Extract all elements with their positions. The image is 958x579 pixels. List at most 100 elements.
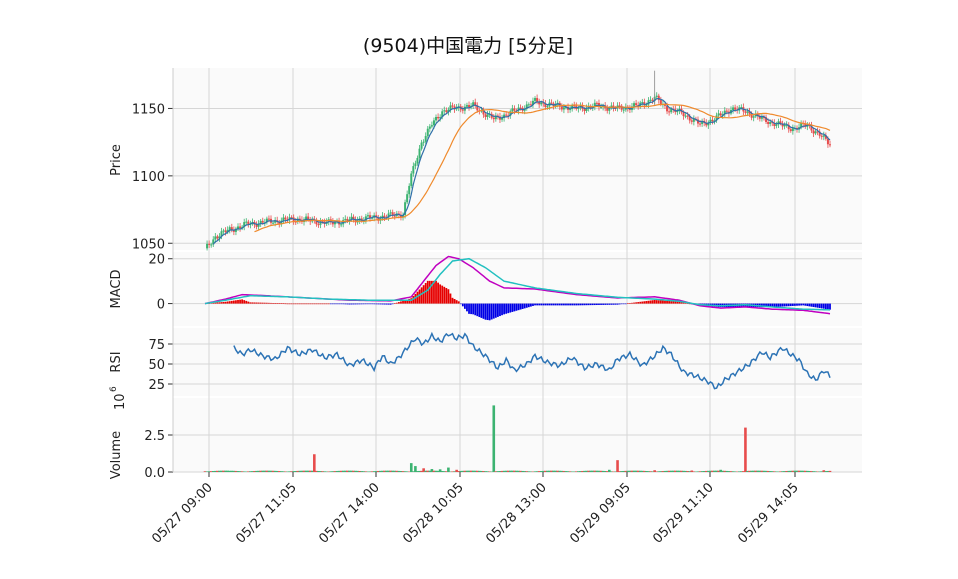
macd-hist-negative <box>495 304 497 318</box>
macd-hist-positive <box>439 284 441 303</box>
candle-up <box>214 236 216 239</box>
macd-hist-negative <box>371 304 373 305</box>
macd-hist-positive <box>324 304 326 305</box>
macd-hist-positive <box>270 303 272 304</box>
macd-hist-positive <box>639 302 641 304</box>
macd-hist-negative <box>355 304 357 305</box>
macd-hist-positive <box>229 301 231 303</box>
macd-hist-positive <box>402 301 404 304</box>
macd-hist-positive <box>658 300 660 303</box>
macd-hist-positive <box>295 304 297 305</box>
candle-up <box>569 109 571 110</box>
price-tick-label: 1150 <box>132 102 165 117</box>
macd-hist-positive <box>293 304 295 305</box>
macd-hist-positive <box>262 303 264 304</box>
candle-down <box>726 111 728 112</box>
macd-hist-positive <box>235 300 237 303</box>
candle-up <box>425 136 427 142</box>
macd-hist-positive <box>322 304 324 305</box>
candle-down <box>744 111 746 112</box>
macd-hist-negative <box>780 304 782 307</box>
volume-axis-label: Volume <box>109 431 124 479</box>
macd-hist-positive <box>219 302 221 303</box>
macd-hist-positive <box>398 302 400 304</box>
volume-bar-up <box>492 405 495 472</box>
macd-hist-positive <box>252 302 254 303</box>
chart-title: (9504)中国電力 [5分足] <box>363 35 573 57</box>
macd-tick-label: 0 <box>157 298 165 313</box>
macd-hist-negative <box>600 304 602 305</box>
macd-hist-negative <box>778 304 780 307</box>
macd-hist-positive <box>318 304 320 305</box>
candle-up <box>563 107 565 109</box>
macd-hist-negative <box>464 304 466 309</box>
candle-down <box>216 236 218 238</box>
macd-hist-negative <box>829 304 831 310</box>
candle-up <box>421 143 423 149</box>
macd-hist-positive <box>447 289 449 303</box>
macd-hist-negative <box>485 304 487 320</box>
candle-down <box>660 100 662 104</box>
macd-hist-positive <box>256 303 258 304</box>
macd-hist-negative <box>346 304 348 305</box>
macd-hist-negative <box>806 304 808 306</box>
macd-hist-negative <box>813 304 815 307</box>
macd-hist-positive <box>239 300 241 304</box>
candle-down <box>606 108 608 111</box>
candle-up <box>229 227 231 230</box>
macd-hist-negative <box>598 304 600 305</box>
candle-up <box>823 135 825 136</box>
macd-hist-positive <box>278 303 280 304</box>
macd-hist-positive <box>303 304 305 305</box>
macd-hist-negative <box>390 304 392 305</box>
macd-hist-positive <box>245 301 247 304</box>
macd-hist-positive <box>672 301 674 303</box>
macd-hist-negative <box>619 304 621 305</box>
macd-hist-positive <box>299 304 301 305</box>
volume-exponent-power: 6 <box>109 386 119 392</box>
macd-hist-positive <box>400 301 402 303</box>
candle-up <box>641 102 643 103</box>
candle-up <box>435 117 437 120</box>
candle-up <box>272 223 274 224</box>
macd-hist-positive <box>216 302 218 303</box>
macd-hist-positive <box>666 301 668 304</box>
macd-hist-negative <box>514 304 516 312</box>
macd-hist-negative <box>811 304 813 307</box>
macd-hist-negative <box>586 304 588 306</box>
macd-hist-negative <box>606 304 608 305</box>
macd-hist-negative <box>474 304 476 316</box>
macd-hist-negative <box>483 304 485 319</box>
candle-up <box>487 114 489 117</box>
volume-bar-down <box>744 428 747 472</box>
macd-hist-positive <box>435 281 437 304</box>
macd-hist-negative <box>575 304 577 306</box>
macd-hist-positive <box>260 303 262 304</box>
candle-up <box>412 166 414 173</box>
candle-up <box>206 244 208 249</box>
macd-hist-negative <box>621 304 623 305</box>
candle-down <box>691 120 693 121</box>
macd-hist-negative <box>625 304 627 305</box>
candle-up <box>650 100 652 101</box>
candle-down <box>821 136 823 137</box>
macd-hist-positive <box>305 304 307 305</box>
price-tick-label: 1050 <box>132 237 165 252</box>
macd-hist-negative <box>821 304 823 309</box>
candle-down <box>307 217 309 220</box>
macd-hist-negative <box>478 304 480 317</box>
macd-hist-positive <box>441 286 443 304</box>
macd-hist-positive <box>264 303 266 304</box>
candle-down <box>536 98 538 102</box>
macd-hist-negative <box>340 304 342 305</box>
macd-hist-negative <box>367 304 369 305</box>
macd-hist-negative <box>357 304 359 305</box>
volume-bar-down <box>313 454 316 472</box>
macd-hist-negative <box>610 304 612 305</box>
candle-down <box>812 130 814 133</box>
macd-hist-negative <box>363 304 365 305</box>
candle-up <box>433 120 435 125</box>
x-tick-label: 05/27 09:00 <box>149 480 216 547</box>
macd-hist-negative <box>808 304 810 307</box>
macd-hist-negative <box>569 304 571 306</box>
